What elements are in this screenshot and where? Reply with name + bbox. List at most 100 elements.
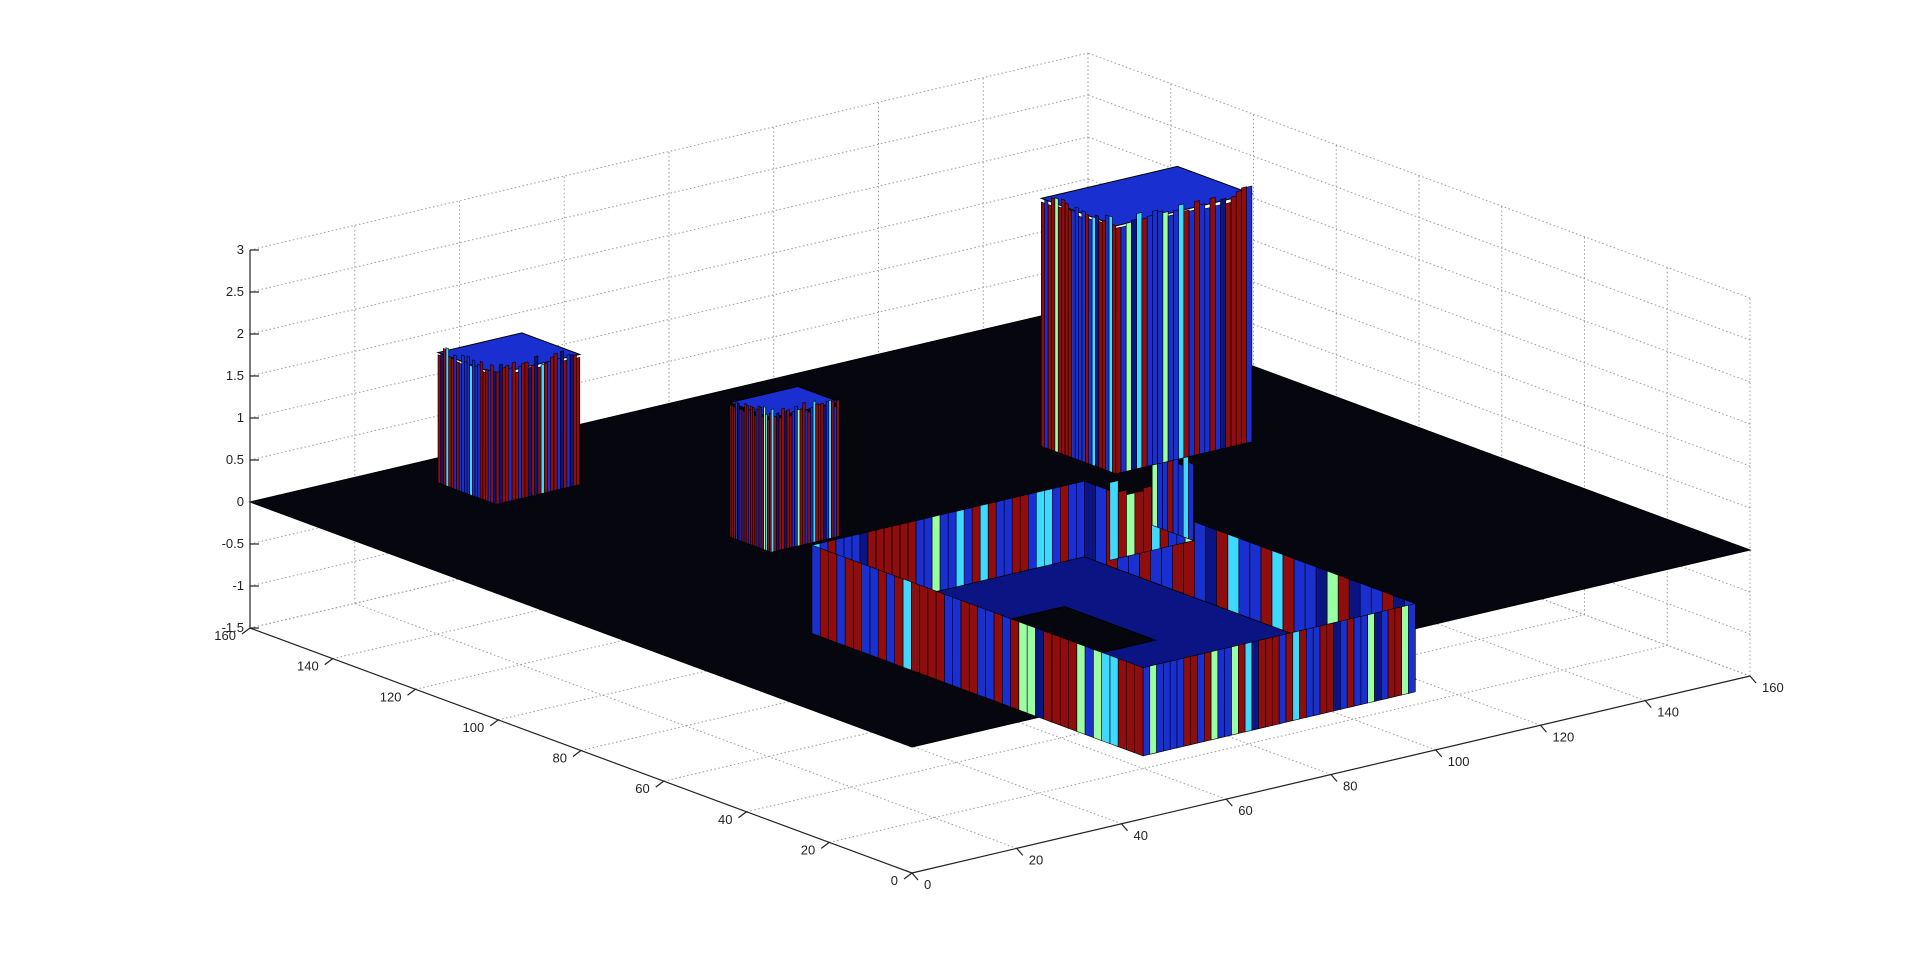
basin-wall <box>1258 638 1266 730</box>
basin-wall <box>1051 633 1061 726</box>
z-tick-label: 1.5 <box>226 368 244 383</box>
wall-grid-line <box>1087 94 1751 341</box>
basin-wall <box>1197 652 1205 744</box>
tower-wall <box>1188 209 1195 457</box>
tower-wall <box>531 364 535 497</box>
basin-wall <box>971 505 981 584</box>
tower-wall <box>757 405 761 549</box>
basin-wall <box>811 544 821 637</box>
tower-wall <box>1204 207 1211 454</box>
basin-wall <box>919 584 929 677</box>
tower-wall <box>773 415 777 552</box>
tower-wall <box>1225 202 1232 449</box>
basin-wall <box>1095 484 1107 566</box>
tower-wall <box>1194 200 1200 456</box>
basin-wall <box>1227 533 1240 615</box>
tower-wall <box>1209 196 1216 452</box>
tower-wall <box>776 412 780 552</box>
tower-wall <box>1105 214 1110 472</box>
basin-wall <box>1340 619 1348 710</box>
basin-wall <box>1278 633 1287 725</box>
basin-wall <box>993 612 1003 705</box>
tower-wall <box>1074 206 1079 461</box>
tower-wall <box>442 347 447 487</box>
x-tick <box>1121 823 1128 832</box>
tower-wall <box>521 362 526 499</box>
x-tick <box>1016 847 1024 856</box>
ridge-wall <box>1117 489 1127 559</box>
tower-wall <box>461 354 465 494</box>
basin-wall <box>1003 497 1013 576</box>
y-tick-label: 140 <box>297 659 319 674</box>
tower-wall <box>1131 218 1137 471</box>
tower-wall <box>823 405 827 541</box>
basin-wall <box>1306 627 1314 718</box>
ridge-wall <box>1188 461 1194 542</box>
y-tick-label: 40 <box>718 812 732 827</box>
basin-wall <box>1260 546 1273 627</box>
ridge-wall <box>1157 453 1163 530</box>
surface-layer <box>248 165 1752 757</box>
tower-wall <box>1081 210 1086 463</box>
y-tick-label: 60 <box>635 781 649 796</box>
tower-wall <box>1091 216 1096 467</box>
tower-wall <box>450 357 455 490</box>
basin-wall <box>944 593 953 686</box>
tower-wall <box>553 352 558 491</box>
tower-wall <box>464 360 468 495</box>
basin-wall <box>987 501 997 580</box>
ridge-wall <box>1182 453 1189 540</box>
x-tick <box>911 872 919 881</box>
tower-wall <box>1098 220 1103 470</box>
tower-wall <box>768 412 772 553</box>
basin-wall <box>1312 625 1321 717</box>
tower-wall <box>797 408 801 547</box>
basin-wall <box>979 503 989 582</box>
z-tick-label: -0.5 <box>222 536 244 551</box>
tower-wall <box>437 354 442 485</box>
z-tick-label: -1 <box>232 578 244 593</box>
tower-wall <box>1220 197 1226 450</box>
basin-wall <box>1333 620 1341 712</box>
tower-wall <box>518 365 523 500</box>
x-tick-label: 160 <box>1762 680 1784 695</box>
basin-wall <box>952 596 962 689</box>
tower-wall <box>466 355 470 495</box>
x-tick <box>1330 774 1338 782</box>
basin-wall <box>1374 611 1382 702</box>
x-tick-label: 100 <box>1448 754 1470 769</box>
x-tick-label: 120 <box>1553 729 1575 744</box>
y-tick-label: 0 <box>891 873 898 888</box>
tower-wall <box>1108 215 1113 473</box>
x-tick-label: 60 <box>1238 803 1252 818</box>
basin-wall <box>1367 612 1375 704</box>
tower-wall <box>817 403 822 542</box>
tower-wall <box>1162 211 1169 464</box>
tower-wall <box>1230 195 1237 448</box>
ridge-wall <box>1177 463 1184 538</box>
tower-wall <box>487 369 492 503</box>
wall-grid-line <box>249 262 1089 461</box>
ridge-wall <box>1126 492 1136 557</box>
basin-wall <box>1076 642 1086 735</box>
tower-wall <box>477 363 481 499</box>
basin-wall <box>1293 558 1306 639</box>
x-tick-label: 140 <box>1657 705 1679 720</box>
x-tick <box>1225 798 1233 807</box>
basin-wall <box>1216 529 1229 611</box>
basin-wall <box>1326 622 1334 713</box>
tower-wall <box>508 367 513 502</box>
wall-grid-line <box>249 220 1089 419</box>
tower-wall <box>1157 210 1164 465</box>
z-tick-label: -1.5 <box>222 620 244 635</box>
basin-wall <box>963 507 973 586</box>
tower-wall <box>1173 209 1179 461</box>
tower-wall <box>556 358 561 491</box>
y-tick <box>407 688 416 696</box>
basin-wall <box>1238 537 1251 619</box>
tower-wall <box>540 363 545 495</box>
tower-wall <box>547 360 552 493</box>
basin-wall <box>1244 641 1253 733</box>
tower-wall <box>799 408 803 546</box>
